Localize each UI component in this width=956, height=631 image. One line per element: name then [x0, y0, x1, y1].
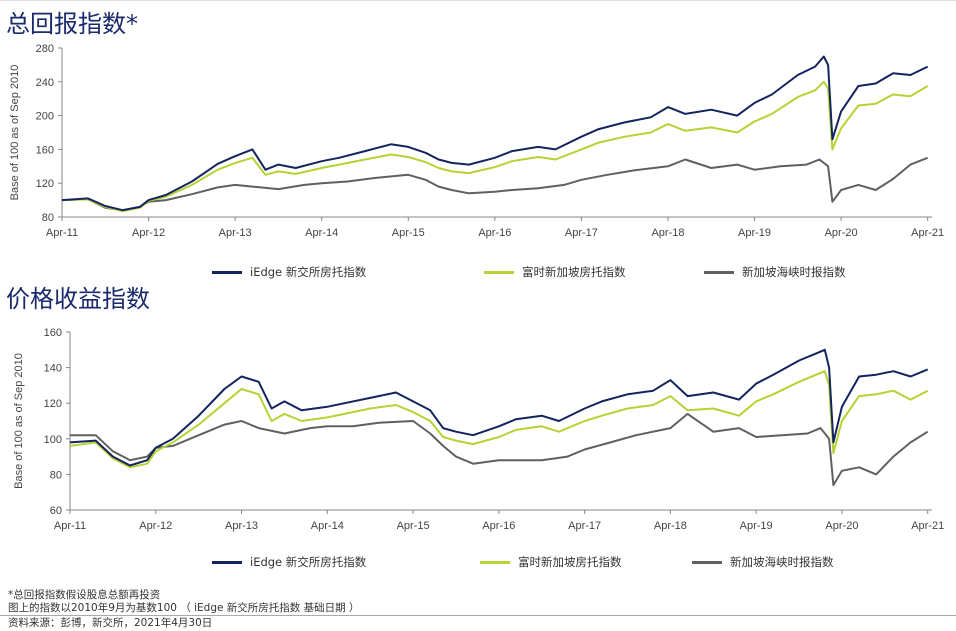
- legend-label: 新加坡海峡时报指数: [742, 265, 846, 279]
- y-tick-label: 140: [44, 363, 62, 375]
- x-tick-label: Apr-13: [219, 227, 252, 239]
- x-tick-label: Apr-14: [311, 520, 344, 532]
- x-tick-label: Apr-16: [482, 520, 515, 532]
- chart2-legend-item-3: 新加坡海峡时报指数: [692, 554, 834, 570]
- x-tick-label: Apr-15: [397, 520, 430, 532]
- series-line-3: [61, 156, 929, 212]
- chart1-legend-item-1: iEdge 新交所房托指数: [212, 264, 366, 280]
- y-tick-label: 200: [36, 111, 54, 123]
- series-line-2: [61, 80, 929, 213]
- y-tick-label: 160: [36, 144, 54, 156]
- chart2-title: 价格收益指数: [6, 285, 150, 313]
- chart2-legend-item-1: iEdge 新交所房托指数: [212, 554, 366, 570]
- legend-label: iEdge 新交所房托指数: [250, 555, 367, 569]
- x-tick-label: Apr-20: [825, 227, 858, 239]
- series-line-2: [69, 370, 929, 469]
- chart1-legend-item-2: 富时新加坡房托指数: [484, 264, 626, 280]
- legend-swatch: [212, 270, 242, 274]
- x-tick-label: Apr-11: [46, 227, 78, 239]
- x-tick-label: Apr-12: [132, 227, 165, 239]
- price-return-chart: 60 80 100 120 140 160 Apr-11 Apr-12 Apr-13 Apr-14…: [13, 327, 944, 532]
- x-tick-label: Apr-15: [392, 227, 425, 239]
- y-tick-label: 240: [36, 77, 54, 89]
- y-tick-label: 120: [36, 178, 54, 190]
- x-tick-label: Apr-17: [568, 520, 601, 532]
- y-tick-label: 160: [44, 327, 62, 339]
- x-tick-label: Apr-12: [139, 520, 172, 532]
- y-tick-label: 280: [36, 43, 54, 55]
- footer-rule: [0, 615, 956, 616]
- legend-swatch: [692, 560, 722, 564]
- x-tick-label: Apr-11: [54, 520, 86, 532]
- y-tick-label: 100: [44, 434, 62, 446]
- chart1-legend-item-3: 新加坡海峡时报指数: [704, 264, 846, 280]
- legend-label: 富时新加坡房托指数: [522, 265, 626, 279]
- total-return-chart: 80 120 160 200 240 280 Apr-11 Apr-12 Apr-13 Apr-1…: [9, 43, 944, 239]
- legend-swatch: [484, 270, 514, 274]
- legend-swatch: [704, 270, 734, 274]
- footnote-dividend: *总回报指数假设股息总额再投资: [8, 589, 161, 601]
- legend-swatch: [480, 560, 510, 564]
- y-axis-label: Base of 100 as of Sep 2010: [13, 353, 25, 489]
- series-line-3: [70, 412, 929, 487]
- legend-label: 新加坡海峡时报指数: [730, 555, 834, 569]
- footnote-base: 图上的指数以2010年9月为基数100 （ iEdge 新交所房托指数 基础日期…: [8, 602, 360, 614]
- x-tick-label: Apr-16: [478, 227, 511, 239]
- y-tick-label: 80: [50, 469, 62, 481]
- y-tick-label: 120: [44, 398, 62, 410]
- y-tick-label: 80: [42, 212, 54, 224]
- y-tick-label: 60: [50, 505, 62, 517]
- legend-label: iEdge 新交所房托指数: [250, 265, 367, 279]
- x-tick-label: Apr-19: [740, 520, 773, 532]
- footnote-source: 资料来源：彭博，新交所，2021年4月30日: [8, 617, 213, 629]
- x-tick-label: Apr-19: [738, 227, 771, 239]
- y-axis-label: Base of 100 as of Sep 2010: [9, 65, 21, 201]
- top-rule: [0, 0, 956, 1]
- series-line-1: [69, 348, 929, 467]
- x-tick-label: Apr-18: [654, 520, 687, 532]
- legend-label: 富时新加坡房托指数: [518, 555, 622, 569]
- x-tick-label: Apr-14: [305, 227, 338, 239]
- x-tick-label: Apr-18: [651, 227, 684, 239]
- series-line-1: [61, 55, 929, 212]
- x-tick-label: Apr-13: [225, 520, 258, 532]
- x-tick-label: Apr-20: [825, 520, 858, 532]
- chart2-legend-item-2: 富时新加坡房托指数: [480, 554, 622, 570]
- x-tick-label: Apr-17: [565, 227, 598, 239]
- x-tick-label: Apr-21: [911, 227, 944, 239]
- legend-swatch: [212, 560, 242, 564]
- chart1-title: 总回报指数*: [6, 10, 138, 38]
- x-tick-label: Apr-21: [911, 520, 944, 532]
